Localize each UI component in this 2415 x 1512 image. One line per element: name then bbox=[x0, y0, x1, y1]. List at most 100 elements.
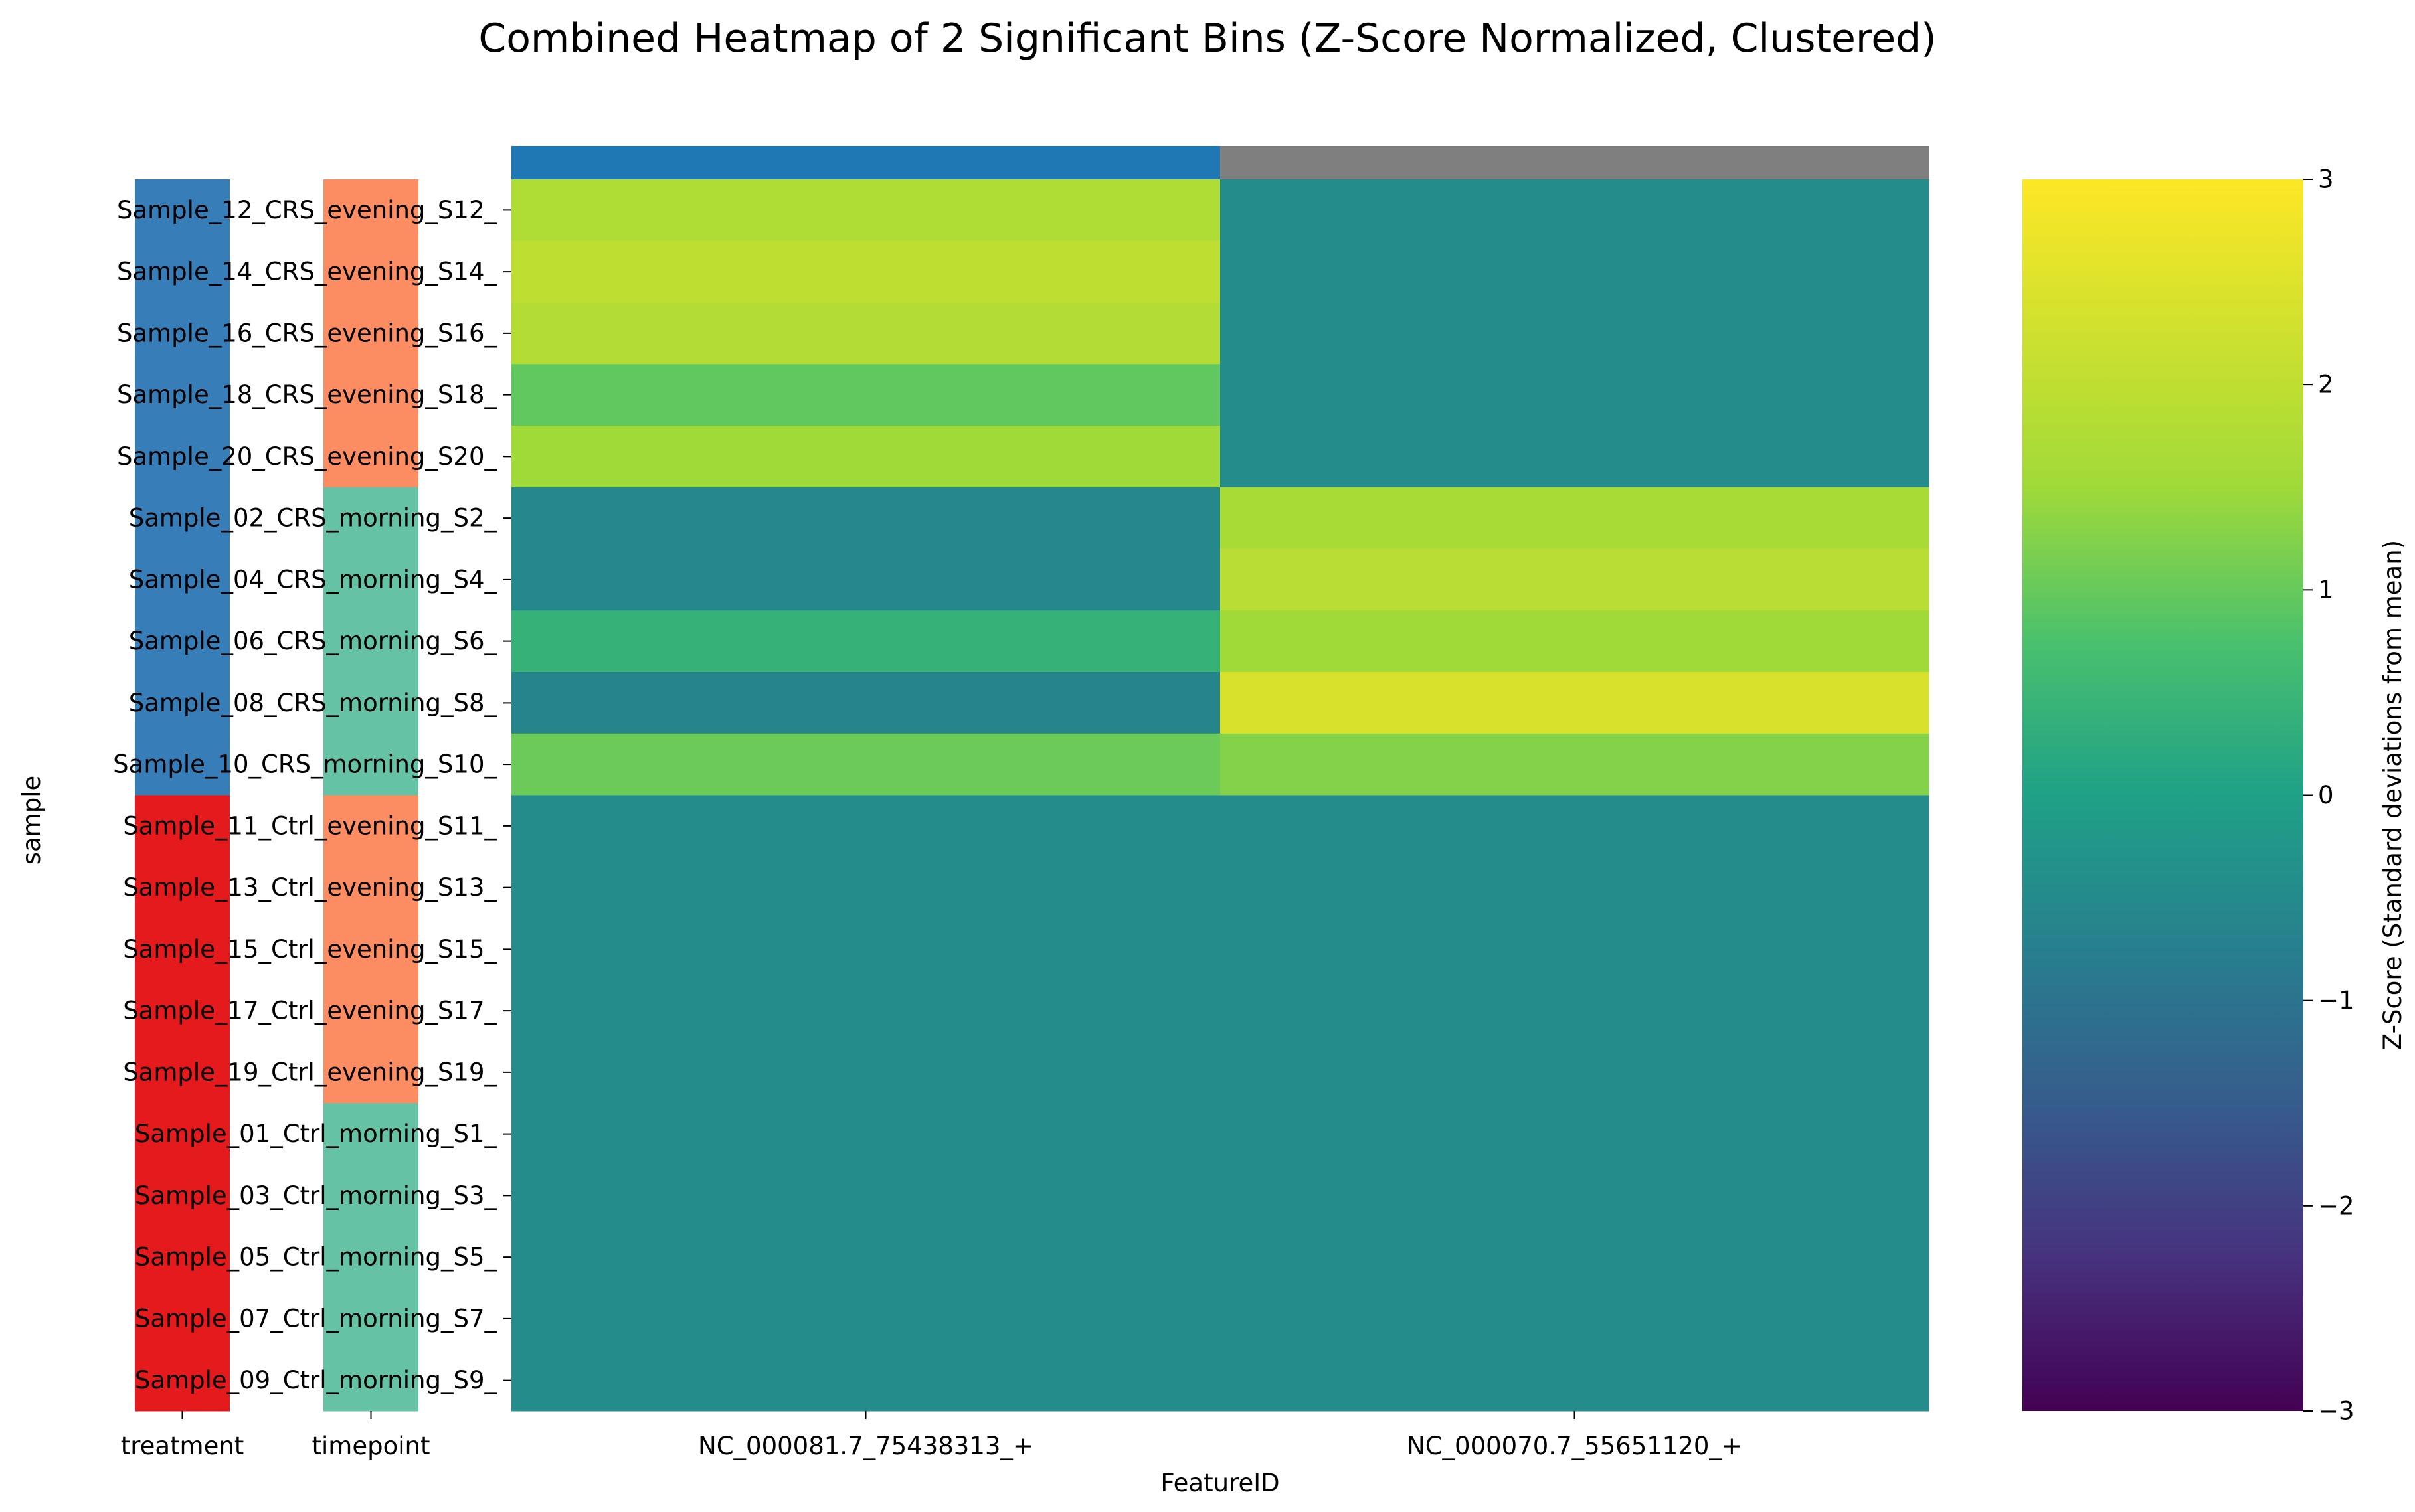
timepoint-annotation-cell bbox=[323, 733, 418, 796]
treatment-annotation-cell bbox=[135, 240, 230, 303]
heatmap-cell bbox=[1220, 364, 1929, 426]
heatmap-cell bbox=[511, 426, 1221, 488]
timepoint-annotation-cell bbox=[323, 1288, 418, 1350]
treatment-annotation-cell bbox=[135, 487, 230, 549]
colorbar-tick-label: 0 bbox=[2318, 781, 2334, 809]
timepoint-annotation-cell bbox=[323, 240, 418, 303]
treatment-annotation-cell bbox=[135, 548, 230, 611]
row-label: Sample_11_Ctrl_evening_S11_ bbox=[123, 811, 497, 840]
heatmap-cell bbox=[1220, 426, 1929, 488]
heatmap-cell bbox=[1220, 733, 1929, 796]
timepoint-annotation-cell bbox=[323, 1226, 418, 1288]
colorbar-tick-label: −3 bbox=[2318, 1397, 2355, 1426]
colorbar-gradient bbox=[2022, 179, 2303, 1411]
row-tick-labels: Sample_12_CRS_evening_S12_ Sample_14_CRS_… bbox=[113, 196, 511, 1394]
heatmap-cell bbox=[511, 918, 1221, 981]
heatmap-cell bbox=[1220, 1041, 1929, 1104]
heatmap-cell bbox=[511, 302, 1221, 365]
heatmap-cell bbox=[511, 1165, 1221, 1227]
heatmap-cell bbox=[511, 548, 1221, 611]
track-label-treatment: treatment bbox=[121, 1432, 244, 1460]
timepoint-annotation-cell bbox=[323, 918, 418, 981]
heatmap-cell bbox=[1220, 1349, 1929, 1412]
heatmap-cell bbox=[1220, 179, 1929, 242]
heatmap-cell bbox=[511, 672, 1221, 734]
heatmap-cell bbox=[511, 1103, 1221, 1165]
heatmap-cell bbox=[1220, 548, 1929, 611]
heatmap-cell bbox=[511, 487, 1221, 549]
x-axis-label: FeatureID bbox=[1160, 1469, 1279, 1497]
column-label: NC_000081.7_75438313_+ bbox=[698, 1432, 1033, 1460]
timepoint-annotation-cell bbox=[323, 179, 418, 242]
treatment-annotation-cell bbox=[135, 302, 230, 365]
row-label: Sample_07_Ctrl_morning_S7_ bbox=[135, 1304, 497, 1333]
timepoint-annotation-cell bbox=[323, 364, 418, 426]
treatment-annotation-cell bbox=[135, 1041, 230, 1104]
row-label: Sample_16_CRS_evening_S16_ bbox=[117, 319, 497, 347]
column-label: NC_000070.7_55651120_+ bbox=[1407, 1432, 1742, 1460]
heatmap-cell bbox=[511, 364, 1221, 426]
heatmap-cell bbox=[1220, 1288, 1929, 1350]
heatmap-cell bbox=[1220, 857, 1929, 919]
row-label: Sample_15_Ctrl_evening_S15_ bbox=[123, 935, 497, 964]
row-label: Sample_13_Ctrl_evening_S13_ bbox=[123, 873, 497, 902]
annotation-track-labels: treatment timepoint bbox=[121, 1411, 430, 1460]
heatmap-cell bbox=[1220, 672, 1929, 734]
row-label: Sample_20_CRS_evening_S20_ bbox=[117, 442, 497, 471]
heatmap-cell bbox=[511, 179, 1221, 242]
y-axis-label: sample bbox=[17, 776, 46, 865]
timepoint-annotation-cell bbox=[323, 487, 418, 549]
heatmap-cells bbox=[511, 179, 1929, 1412]
treatment-annotation-cell bbox=[135, 857, 230, 919]
column-color-1 bbox=[511, 146, 1220, 179]
row-label: Sample_06_CRS_morning_S6_ bbox=[129, 627, 497, 655]
row-label: Sample_09_Ctrl_morning_S9_ bbox=[135, 1366, 497, 1394]
timepoint-annotation-cell bbox=[323, 1103, 418, 1165]
treatment-annotation-cell bbox=[135, 1165, 230, 1227]
heatmap-cell bbox=[1220, 795, 1929, 857]
heatmap-cell bbox=[511, 857, 1221, 919]
treatment-annotation-cell bbox=[135, 1349, 230, 1412]
heatmap-cell bbox=[1220, 240, 1929, 303]
treatment-annotation-cell bbox=[135, 179, 230, 242]
chart-title: Combined Heatmap of 2 Significant Bins (… bbox=[478, 15, 1936, 62]
row-label: Sample_01_Ctrl_morning_S1_ bbox=[135, 1120, 497, 1148]
timepoint-annotation-cell bbox=[323, 548, 418, 611]
heatmap-cell bbox=[1220, 918, 1929, 981]
timepoint-annotation-cell bbox=[323, 426, 418, 488]
colorbar-tick-label: 2 bbox=[2318, 371, 2334, 399]
colorbar: 3 2 1 0 −1 −2 −3 Z-Score (Standard deviations … bbox=[2022, 165, 2407, 1426]
treatment-annotation-cell bbox=[135, 426, 230, 488]
treatment-annotation-cell bbox=[135, 610, 230, 673]
column-color-bar bbox=[511, 146, 1929, 179]
column-color-2 bbox=[1220, 146, 1929, 179]
row-annotation-tracks bbox=[135, 179, 418, 1412]
row-label: Sample_03_Ctrl_morning_S3_ bbox=[135, 1181, 497, 1210]
row-label: Sample_02_CRS_morning_S2_ bbox=[129, 504, 497, 533]
treatment-annotation-cell bbox=[135, 1103, 230, 1165]
row-label: Sample_05_Ctrl_morning_S5_ bbox=[135, 1243, 497, 1272]
timepoint-annotation-cell bbox=[323, 302, 418, 365]
timepoint-annotation-cell bbox=[323, 1165, 418, 1227]
colorbar-tick-label: 3 bbox=[2318, 165, 2334, 194]
treatment-annotation-cell bbox=[135, 733, 230, 796]
column-tick-labels: NC_000081.7_75438313_+ NC_000070.7_556511… bbox=[698, 1411, 1742, 1460]
heatmap-cell bbox=[1220, 1103, 1929, 1165]
heatmap-cell bbox=[511, 1349, 1221, 1412]
row-label: Sample_12_CRS_evening_S12_ bbox=[117, 196, 497, 224]
timepoint-annotation-cell bbox=[323, 610, 418, 673]
row-label: Sample_17_Ctrl_evening_S17_ bbox=[123, 997, 497, 1025]
heatmap-cell bbox=[511, 1226, 1221, 1288]
heatmap-cell bbox=[1220, 487, 1929, 549]
treatment-annotation-cell bbox=[135, 364, 230, 426]
colorbar-tick-label: −2 bbox=[2318, 1191, 2355, 1220]
timepoint-annotation-cell bbox=[323, 1349, 418, 1412]
heatmap-cell bbox=[1220, 302, 1929, 365]
treatment-annotation-cell bbox=[135, 672, 230, 734]
track-label-timepoint: timepoint bbox=[312, 1432, 430, 1460]
timepoint-annotation-cell bbox=[323, 857, 418, 919]
colorbar-label: Z-Score (Standard deviations from mean) bbox=[2378, 540, 2407, 1050]
heatmap-cell bbox=[511, 610, 1221, 673]
row-label: Sample_18_CRS_evening_S18_ bbox=[117, 380, 497, 409]
